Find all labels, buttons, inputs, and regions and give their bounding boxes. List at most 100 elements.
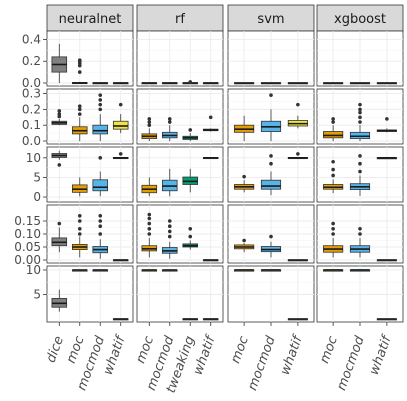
ytick-label-row2: 0.2	[22, 102, 41, 116]
ytick-label-row4: 0.00	[14, 253, 41, 267]
box-rf-moc	[141, 117, 158, 141]
outlier-point	[358, 110, 362, 115]
box-svm-whatif	[287, 259, 308, 262]
outlier-point	[188, 128, 193, 132]
box-svm-mocmod	[260, 82, 282, 85]
box-xgboost-whatif	[376, 82, 397, 85]
facet-strip-xgboost	[316, 4, 404, 32]
outlier-point	[358, 227, 362, 231]
facet-strip-rf	[136, 4, 224, 32]
panel-background	[136, 265, 224, 323]
box-neuralnet-moc	[71, 104, 88, 141]
box-neuralnet-moc	[71, 269, 88, 272]
outlier-point	[77, 214, 82, 218]
facet-strip-neuralnet	[46, 4, 134, 32]
xtick-label-xgboost-whatif: whatif	[367, 332, 396, 377]
outlier-point	[77, 107, 82, 112]
box-rf-tweaking	[182, 128, 199, 141]
panel-svm-row4	[227, 204, 315, 264]
panel-rf-row5	[136, 265, 224, 323]
outlier-point	[242, 238, 246, 243]
outlier-point	[188, 227, 193, 231]
box-svm-whatif	[287, 152, 308, 160]
ytick-label-row3: 5	[33, 170, 41, 184]
box-rf-tweaking	[182, 227, 199, 250]
outlier-point	[77, 219, 82, 223]
box-neuralnet-whatif	[112, 82, 129, 85]
box-rf-moc	[141, 212, 158, 258]
box-rf-tweaking	[182, 318, 199, 321]
box-rf-mocmod	[161, 82, 178, 85]
outlier-point	[77, 70, 82, 74]
outlier-point	[98, 214, 103, 218]
outlier-point	[57, 163, 62, 167]
panel-background	[46, 265, 134, 323]
box-xgboost-moc	[323, 221, 344, 258]
outlier-point	[208, 115, 213, 120]
box-neuralnet-whatif	[112, 259, 129, 262]
box-neuralnet-moc	[71, 58, 88, 85]
facet-label-xgboost: xgboost	[334, 12, 386, 27]
outlier-point	[57, 112, 62, 116]
box-svm-whatif	[287, 102, 308, 129]
outlier-point	[98, 156, 103, 160]
box-xgboost-moc	[323, 159, 344, 194]
box-neuralnet-whatif	[112, 152, 129, 160]
box-svm-mocmod	[260, 154, 282, 196]
box-rf-whatif	[202, 259, 219, 262]
panel-svm-row5	[227, 265, 315, 323]
outlier-point	[331, 159, 335, 164]
outlier-point	[269, 154, 273, 158]
box-xgboost-moc	[323, 269, 344, 272]
box-rf-whatif	[202, 157, 219, 160]
outlier-point	[167, 234, 172, 239]
outlier-point	[358, 102, 362, 107]
outlier-point	[98, 219, 103, 223]
panel-neuralnet-row4	[46, 204, 134, 264]
outlier-point	[77, 104, 82, 109]
box-xgboost-whatif	[376, 259, 397, 262]
outlier-point	[296, 152, 300, 156]
panel-background	[46, 88, 134, 145]
box-xgboost-moc	[323, 82, 344, 85]
box-iqr	[92, 124, 109, 135]
xtick-label-xgboost-moc: moc	[317, 334, 341, 365]
box-rf-whatif	[202, 115, 219, 132]
outlier-point	[331, 117, 335, 121]
panel-rf-row2	[136, 88, 224, 145]
box-xgboost-mocmod	[349, 227, 371, 258]
panel-svm-row2	[227, 88, 315, 145]
ytick-label-row5: 5	[33, 287, 41, 301]
box-svm-whatif	[287, 82, 308, 85]
outlier-point	[385, 117, 389, 121]
outlier-point	[147, 216, 152, 221]
box-xgboost-whatif	[376, 117, 397, 133]
outlier-point	[358, 154, 362, 158]
outlier-point	[167, 117, 172, 121]
panel-xgboost-row2	[316, 88, 404, 145]
outlier-point	[269, 93, 273, 97]
outlier-point	[188, 234, 193, 239]
xtick-label-svm-whatif: whatif	[278, 332, 307, 377]
outlier-point	[98, 93, 103, 97]
box-neuralnet-dice	[51, 221, 68, 253]
facet-strip-svm	[227, 4, 315, 32]
box-iqr	[92, 179, 109, 192]
outlier-point	[242, 174, 246, 179]
outlier-point	[57, 109, 62, 113]
panel-svm-row3	[227, 146, 315, 203]
panel-rf-row1	[136, 30, 224, 87]
box-rf-moc	[141, 82, 158, 85]
ytick-label-row4: 0.15	[14, 214, 41, 228]
outlier-point	[269, 234, 273, 239]
box-svm-whatif	[287, 318, 308, 321]
outlier-point	[147, 221, 152, 226]
panel-xgboost-row4	[316, 204, 404, 264]
facet-label-rf: rf	[175, 12, 185, 27]
outlier-point	[77, 112, 82, 116]
outlier-point	[331, 167, 335, 172]
outlier-point	[147, 123, 152, 127]
panel-neuralnet-row1	[46, 30, 134, 87]
box-rf-mocmod	[161, 117, 178, 141]
